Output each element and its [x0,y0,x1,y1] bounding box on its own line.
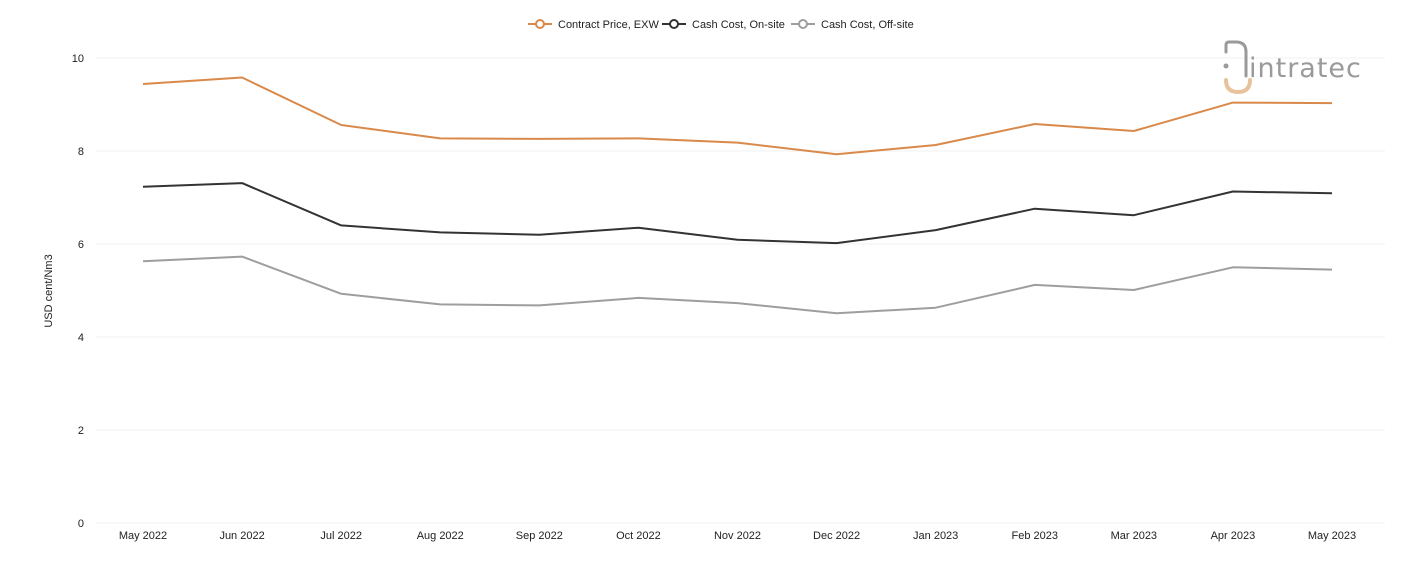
x-tick-label: Nov 2022 [714,530,761,542]
legend-label: Cash Cost, Off-site [821,19,914,31]
legend-marker [798,19,808,29]
y-axis: 0 2 4 6 8 10 [72,53,84,530]
legend-item: Contract Price, EXW [528,19,659,31]
series-line [142,182,1333,245]
y-tick-label: 10 [72,53,84,65]
y-tick-label: 8 [78,146,84,158]
x-tick-label: Feb 2023 [1012,530,1058,542]
x-tick-label: Mar 2023 [1111,530,1157,542]
legend-item: Cash Cost, On-site [662,19,785,31]
x-tick-label: Sep 2022 [516,530,563,542]
legend-label: Cash Cost, On-site [692,19,785,31]
x-tick-label: Jun 2022 [219,530,264,542]
y-tick-label: 4 [78,332,84,344]
x-tick-label: Aug 2022 [417,530,464,542]
legend-marker [669,19,679,29]
x-tick-label: Jul 2022 [320,530,362,542]
x-tick-label: Oct 2022 [616,530,661,542]
x-tick-label: Jan 2023 [913,530,958,542]
y-tick-label: 6 [78,239,84,251]
x-tick-label: May 2022 [119,530,167,542]
series-line [142,76,1333,156]
intratec-watermark: intratec [1223,40,1362,95]
y-tick-label: 2 [78,425,84,437]
series-layer [142,76,1333,315]
legend-item: Cash Cost, Off-site [791,19,914,31]
intratec-logo-icon [1223,40,1252,95]
x-axis: May 2022 Jun 2022 Jul 2022 Aug 2022 Sep 2022… [119,530,1356,542]
series-line [142,255,1333,315]
x-tick-label: May 2023 [1308,530,1356,542]
legend-label: Contract Price, EXW [558,19,659,31]
x-tick-label: Apr 2023 [1211,530,1256,542]
gridlines [96,57,1385,524]
y-tick-label: 0 [78,518,84,530]
y-axis-title: USD cent/Nm3 [43,254,55,327]
legend: Contract Price, EXW Cash Cost, On-site Cas… [528,19,914,31]
x-tick-label: Dec 2022 [813,530,860,542]
watermark-text: intratec [1249,53,1362,84]
legend-marker [535,19,545,29]
